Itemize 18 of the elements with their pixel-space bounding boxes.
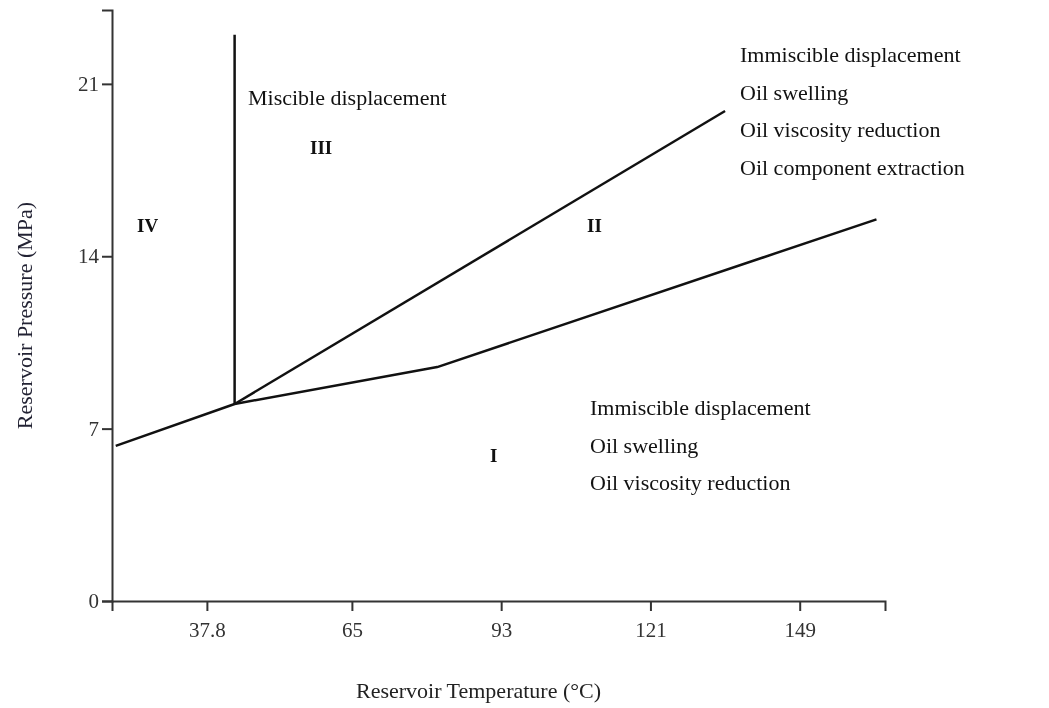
y-axis-title: Reservoir Pressure (MPa): [12, 201, 37, 430]
annotation: I: [490, 445, 498, 467]
annotation: II: [587, 215, 602, 237]
annotation: Immiscible displacement Oil swelling Oil viscosity reduction Oil component extraction: [740, 42, 965, 180]
annotation: Miscible displacement: [248, 85, 447, 111]
x-tick-label: 37.8: [189, 618, 226, 643]
x-axis-title: Reservoir Temperature (°C): [355, 678, 602, 703]
x-tick-label: 149: [784, 618, 816, 643]
x-tick-label: 93: [491, 618, 513, 643]
annotation: III: [310, 137, 333, 159]
y-tick-label: 7: [88, 416, 99, 441]
x-tick-label: 121: [635, 618, 667, 643]
y-tick-label: 14: [78, 244, 100, 269]
y-tick-label: 21: [78, 72, 99, 97]
annotation: IV: [137, 215, 159, 237]
y-tick-label: 0: [88, 589, 99, 614]
annotation: Immiscible displacement Oil swelling Oil viscosity reduction: [590, 395, 811, 496]
x-tick-label: 65: [341, 618, 363, 643]
